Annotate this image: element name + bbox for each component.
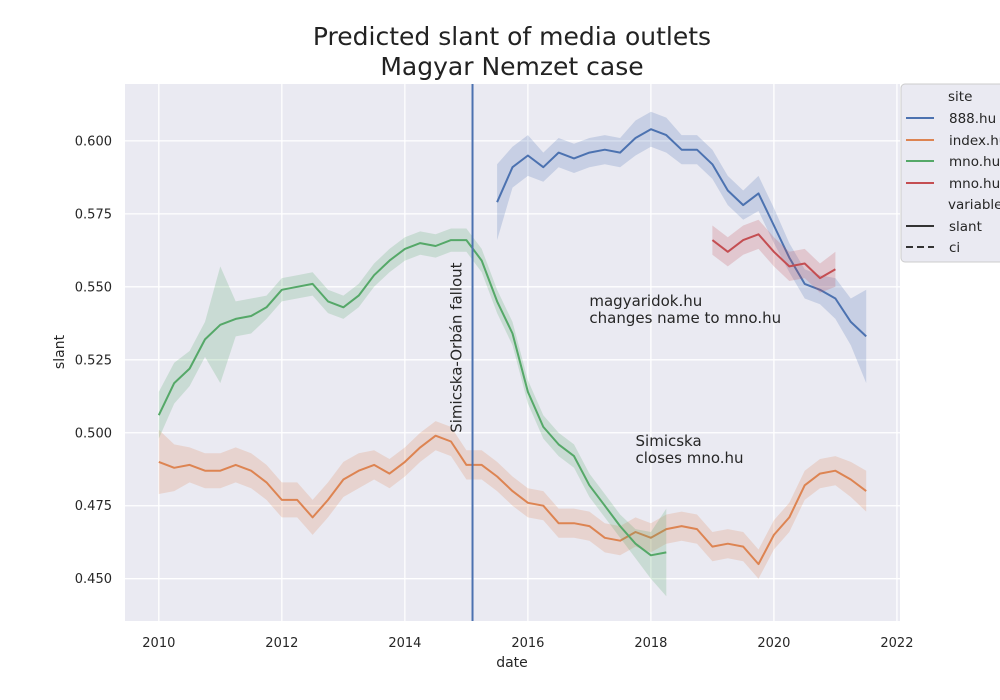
legend-label-ci: ci bbox=[949, 240, 960, 256]
y-tick-label: 0.500 bbox=[75, 426, 112, 441]
series-line-index-hu-1 bbox=[158, 434, 867, 566]
x-tick-label: 2016 bbox=[511, 636, 544, 651]
legend-hue-title: site bbox=[948, 89, 972, 105]
chart-title: Predicted slant of media outlets bbox=[313, 22, 711, 51]
annotations: Simicska-Orbán fallout magyaridok.huchang… bbox=[448, 84, 781, 621]
plot-area bbox=[125, 84, 900, 621]
x-tick-label: 2020 bbox=[757, 636, 790, 651]
x-tick-label: 2022 bbox=[880, 636, 913, 651]
x-tick-label: 2012 bbox=[265, 636, 298, 651]
axis-ticks: 2010 2012 2014 2016 2018 2020 2022 0.450 0.475 0.… bbox=[75, 134, 914, 651]
x-tick-label: 2018 bbox=[634, 636, 667, 651]
event-vline-label: Simicska-Orbán fallout bbox=[448, 262, 466, 432]
series-line-mno-hu-2 bbox=[157, 239, 667, 557]
legend-style-title: variable bbox=[948, 197, 1000, 213]
annotation-1-line-0: Simicska bbox=[636, 432, 702, 450]
series-line-888-hu-0 bbox=[496, 128, 867, 338]
series-group bbox=[157, 111, 867, 597]
y-tick-label: 0.575 bbox=[75, 207, 112, 222]
grid bbox=[125, 84, 900, 621]
y-tick-label: 0.550 bbox=[75, 280, 112, 295]
legend-label-slant: slant bbox=[949, 219, 982, 235]
y-axis-label: slant bbox=[52, 334, 68, 369]
y-tick-label: 0.450 bbox=[75, 572, 112, 587]
legend: site 888.hu index.hu mno.hu mno.hu varia… bbox=[900, 83, 1000, 263]
annotation-0-line-1: changes name to mno.hu bbox=[589, 309, 781, 327]
x-tick-label: 2010 bbox=[142, 636, 175, 651]
legend-label-mno-green: mno.hu bbox=[949, 154, 1000, 170]
legend-box bbox=[900, 83, 1000, 263]
y-tick-label: 0.525 bbox=[75, 353, 112, 368]
x-tick-label: 2014 bbox=[388, 636, 421, 651]
x-axis-label: date bbox=[496, 655, 528, 671]
chart-subtitle: Magyar Nemzet case bbox=[380, 52, 643, 81]
ci-band-index-hu-1 bbox=[158, 421, 867, 579]
legend-label-mno-red: mno.hu bbox=[949, 176, 1000, 192]
annotation-0-line-0: magyaridok.hu bbox=[589, 292, 702, 310]
legend-label-888: 888.hu bbox=[949, 111, 996, 127]
ci-band-mno-hu-3 bbox=[712, 219, 836, 293]
y-tick-label: 0.600 bbox=[75, 134, 112, 149]
annotation-1-line-1: closes mno.hu bbox=[636, 449, 744, 467]
y-tick-label: 0.475 bbox=[75, 499, 112, 514]
legend-label-index: index.hu bbox=[949, 133, 1000, 149]
series-line-mno-hu-3 bbox=[711, 233, 836, 280]
